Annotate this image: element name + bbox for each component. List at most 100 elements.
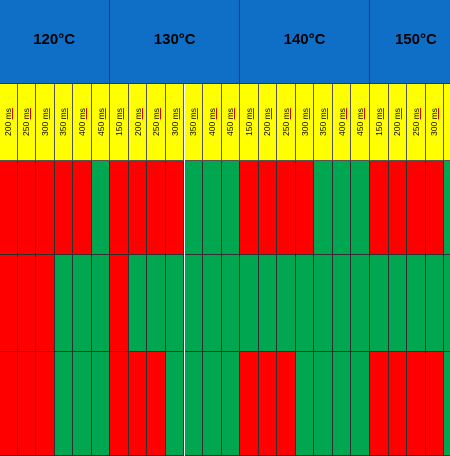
time-label: 250 ms xyxy=(151,108,162,136)
time-label: 400 ms xyxy=(206,108,217,136)
result-cell-fail xyxy=(17,161,37,255)
result-cell-fail xyxy=(128,161,148,255)
result-cell-pass xyxy=(388,255,408,352)
result-cell-pass xyxy=(184,255,204,352)
result-cell-pass xyxy=(444,161,450,255)
result-cell-fail xyxy=(407,352,426,456)
result-cell-fail xyxy=(0,161,18,255)
result-cell-pass xyxy=(203,161,222,255)
result-cell-pass xyxy=(184,352,204,456)
result-cell-pass xyxy=(314,352,333,456)
time-label: 350 ms xyxy=(58,108,69,136)
result-cell-pass xyxy=(444,255,450,352)
result-cell-pass xyxy=(240,255,259,352)
time-label: 450 ms xyxy=(95,108,106,136)
time-cell: 200 ms xyxy=(128,84,148,161)
temperature-header: 120°C xyxy=(0,0,111,84)
time-label: 150 ms xyxy=(373,108,384,136)
time-label: 250 ms xyxy=(281,108,292,136)
result-cell-fail xyxy=(147,352,166,456)
result-cell-pass xyxy=(91,255,111,352)
time-label: 450 ms xyxy=(355,108,366,136)
result-cell-fail xyxy=(277,161,296,255)
result-cell-pass xyxy=(221,255,241,352)
result-cell-fail xyxy=(165,161,185,255)
result-cell-fail xyxy=(36,255,55,352)
time-label: 350 ms xyxy=(188,108,199,136)
time-label: 200 ms xyxy=(392,108,403,136)
result-cell-pass xyxy=(54,255,74,352)
result-cell-pass xyxy=(258,255,278,352)
result-cell-pass xyxy=(277,255,296,352)
result-cell-pass xyxy=(314,161,333,255)
result-cell-fail xyxy=(147,161,166,255)
result-cell-fail xyxy=(36,161,55,255)
result-cell-fail xyxy=(73,161,92,255)
result-cell-pass xyxy=(332,161,352,255)
time-cell: 200 ms xyxy=(0,84,18,161)
time-cell: 350 ms xyxy=(184,84,204,161)
result-cell-fail xyxy=(258,352,278,456)
time-label: 350 ms xyxy=(318,108,329,136)
time-label: 300 ms xyxy=(169,108,180,136)
result-cell-fail xyxy=(370,161,389,255)
time-label: 300 ms xyxy=(429,108,440,136)
time-label: 200 ms xyxy=(132,108,143,136)
result-cell-pass xyxy=(351,352,370,456)
time-label: 200 ms xyxy=(262,108,273,136)
result-cell-pass xyxy=(165,352,185,456)
result-cell-fail xyxy=(388,352,408,456)
result-cell-pass xyxy=(332,255,352,352)
result-cell-fail xyxy=(0,352,18,456)
result-cell-fail xyxy=(407,161,426,255)
time-cell: 250 ms xyxy=(147,84,166,161)
result-cell-pass xyxy=(314,255,333,352)
time-label: 150 ms xyxy=(114,108,125,136)
result-cell-pass xyxy=(128,255,148,352)
result-cell-pass xyxy=(73,352,92,456)
time-label: 150 ms xyxy=(243,108,254,136)
result-cell-pass xyxy=(295,352,315,456)
result-cell-pass xyxy=(351,255,370,352)
time-label: 450 ms xyxy=(225,108,236,136)
time-cell: 350 ms xyxy=(314,84,333,161)
time-cell: 250 ms xyxy=(17,84,37,161)
time-label: 400 ms xyxy=(76,108,87,136)
result-cell-fail xyxy=(240,352,259,456)
result-cell-fail xyxy=(277,352,296,456)
result-cell-pass xyxy=(165,255,185,352)
time-cell: 350 ms xyxy=(54,84,74,161)
result-cell-fail xyxy=(110,161,129,255)
result-cell-pass xyxy=(221,352,241,456)
result-cell-pass xyxy=(425,255,445,352)
time-cell: 250 ms xyxy=(407,84,426,161)
result-cell-fail xyxy=(425,352,445,456)
result-cell-pass xyxy=(54,352,74,456)
time-cell: 150 ms xyxy=(240,84,259,161)
time-cell: 450 ms xyxy=(351,84,370,161)
result-cell-pass xyxy=(91,352,111,456)
result-cell-fail xyxy=(425,161,445,255)
result-cell-pass xyxy=(407,255,426,352)
time-label: 300 ms xyxy=(299,108,310,136)
result-cell-pass xyxy=(203,255,222,352)
result-cell-fail xyxy=(388,161,408,255)
time-label: 300 ms xyxy=(39,108,50,136)
result-cell-fail xyxy=(36,352,55,456)
time-cell: 300 ms xyxy=(36,84,55,161)
result-cell-fail xyxy=(17,352,37,456)
result-cell-pass xyxy=(221,161,241,255)
result-cell-fail xyxy=(17,255,37,352)
result-cell-pass xyxy=(147,255,166,352)
result-cell-fail xyxy=(110,352,129,456)
result-cell-pass xyxy=(332,352,352,456)
time-cell: 450 ms xyxy=(221,84,241,161)
result-cell-pass xyxy=(73,255,92,352)
temperature-header: 150°C xyxy=(370,0,450,84)
result-cell-pass xyxy=(203,352,222,456)
time-cell: 250 ms xyxy=(277,84,296,161)
time-cell: 150 ms xyxy=(110,84,129,161)
time-label: 400 ms xyxy=(336,108,347,136)
time-cell: 350 ms xyxy=(444,84,450,161)
